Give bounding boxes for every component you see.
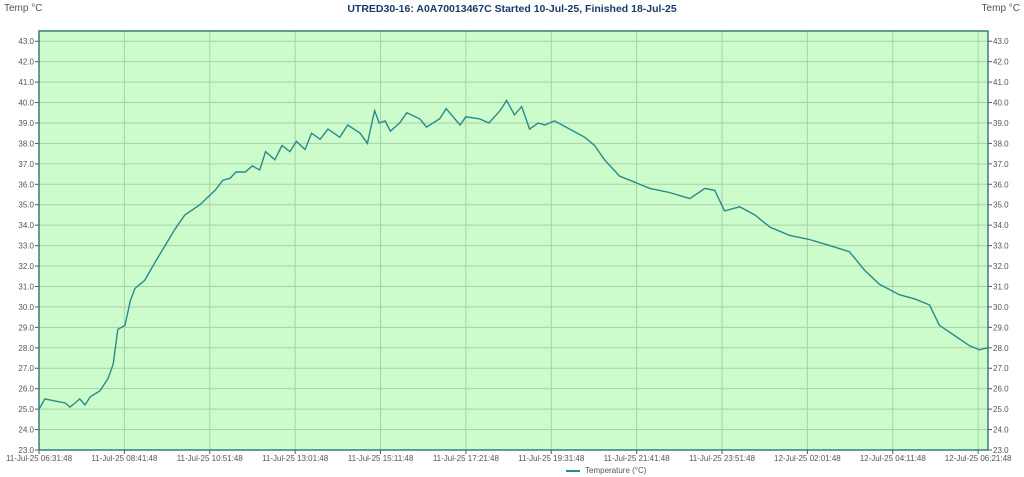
y-tick-label-left: 39.0	[18, 119, 34, 128]
y-tick-label-left: 40.0	[18, 99, 34, 108]
x-tick-label: 12-Jul-25 04:11:48	[860, 454, 927, 463]
y-tick-label-left: 25.0	[18, 405, 34, 414]
x-tick-label: 11-Jul-25 15:11:48	[348, 454, 414, 463]
y-tick-label-left: 36.0	[18, 180, 34, 189]
x-tick-label: 11-Jul-25 17:21:48	[433, 454, 500, 463]
y-tick-label-right: 25.0	[993, 405, 1009, 414]
y-tick-label-right: 40.0	[993, 99, 1009, 108]
legend-label: Temperature (°C)	[585, 466, 647, 475]
left-axis-title: Temp °C	[4, 3, 43, 14]
x-tick-label: 11-Jul-25 10:51:48	[177, 454, 244, 463]
right-axis-title: Temp °C	[981, 3, 1020, 14]
y-tick-label-right: 30.0	[993, 303, 1009, 312]
y-tick-label-left: 23.0	[18, 446, 34, 455]
y-tick-label-right: 24.0	[993, 426, 1009, 435]
x-tick-label: 11-Jul-25 23:51:48	[689, 454, 756, 463]
legend[interactable]: Temperature (°C)	[566, 466, 646, 475]
x-tick-label: 12-Jul-25 06:21:48	[945, 454, 1012, 463]
x-tick-label: 11-Jul-25 19:31:48	[518, 454, 585, 463]
y-tick-label-right: 36.0	[993, 180, 1009, 189]
y-tick-label-right: 29.0	[993, 323, 1009, 332]
y-tick-label-left: 38.0	[18, 139, 34, 148]
y-tick-label-right: 39.0	[993, 119, 1009, 128]
y-tick-label-left: 24.0	[18, 426, 34, 435]
y-tick-label-right: 34.0	[993, 221, 1009, 230]
y-tick-label-left: 42.0	[18, 58, 34, 67]
y-tick-label-left: 43.0	[18, 37, 34, 46]
y-tick-label-left: 41.0	[18, 78, 34, 87]
x-tick-label: 11-Jul-25 06:31:48	[6, 454, 73, 463]
y-tick-label-left: 34.0	[18, 221, 34, 230]
x-tick-label: 12-Jul-25 02:01:48	[774, 454, 841, 463]
y-tick-label-left: 27.0	[18, 364, 34, 373]
y-tick-label-right: 42.0	[993, 58, 1009, 67]
y-tick-label-right: 33.0	[993, 242, 1009, 251]
y-tick-label-right: 35.0	[993, 201, 1009, 210]
y-tick-label-right: 37.0	[993, 160, 1009, 169]
y-tick-label-right: 31.0	[993, 282, 1009, 291]
y-tick-label-left: 29.0	[18, 323, 34, 332]
legend-swatch	[566, 469, 580, 472]
y-tick-label-right: 27.0	[993, 364, 1009, 373]
y-tick-label-right: 23.0	[993, 446, 1009, 455]
temperature-line	[38, 99, 988, 410]
y-tick-label-left: 31.0	[18, 282, 34, 291]
y-tick-label-right: 43.0	[993, 37, 1009, 46]
y-tick-label-right: 38.0	[993, 139, 1009, 148]
y-tick-label-right: 28.0	[993, 344, 1009, 353]
y-tick-label-right: 32.0	[993, 262, 1009, 271]
chart-title: UTRED30-16: A0A70013467C Started 10-Jul-…	[347, 3, 677, 15]
y-tick-label-right: 41.0	[993, 78, 1009, 87]
x-tick-label: 11-Jul-25 08:41:48	[91, 454, 158, 463]
y-tick-label-left: 33.0	[18, 242, 34, 251]
x-tick-label: 11-Jul-25 13:01:48	[262, 454, 329, 463]
y-tick-label-left: 32.0	[18, 262, 34, 271]
y-tick-label-left: 28.0	[18, 344, 34, 353]
y-tick-label-left: 35.0	[18, 201, 34, 210]
plot-border	[38, 30, 989, 451]
y-tick-label-left: 37.0	[18, 160, 34, 169]
y-tick-label-left: 26.0	[18, 385, 34, 394]
plot-background	[39, 31, 988, 450]
x-tick-label: 11-Jul-25 21:41:48	[604, 454, 671, 463]
y-tick-label-left: 30.0	[18, 303, 34, 312]
y-tick-label-right: 26.0	[993, 385, 1009, 394]
